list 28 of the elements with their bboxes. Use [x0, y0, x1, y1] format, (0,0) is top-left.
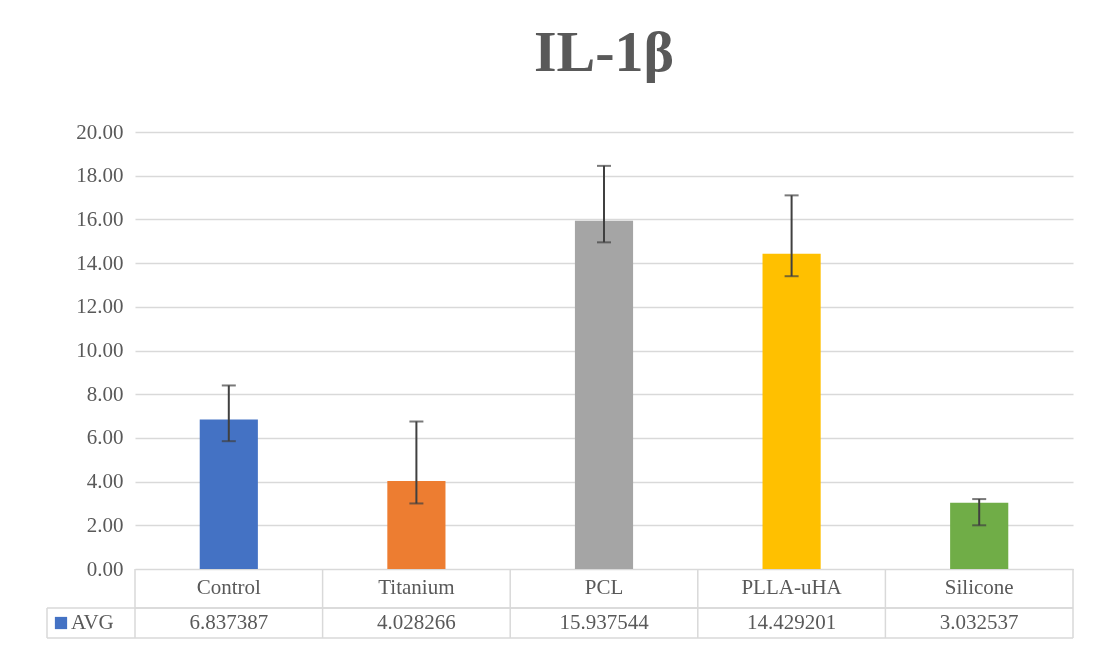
- y-tick-label: 18.00: [76, 163, 124, 188]
- x-tick-label: PCL: [584, 574, 624, 599]
- bar: [387, 480, 446, 569]
- bar: [199, 419, 258, 569]
- y-tick-label: 2.00: [86, 512, 124, 537]
- x-tick-label: PLLA-uHA: [741, 574, 843, 599]
- data-label: 14.429201: [746, 610, 837, 634]
- y-tick-label: 4.00: [86, 469, 124, 494]
- y-tick-label: 10.00: [76, 338, 124, 362]
- legend-label: AVG: [71, 610, 114, 634]
- y-tick-label: 12.00: [76, 294, 124, 319]
- data-label: 6.837387: [189, 610, 269, 634]
- bar: [762, 253, 821, 569]
- bar: [574, 220, 634, 569]
- chart-title: IL-1β: [533, 19, 675, 84]
- y-tick-label: 8.00: [86, 381, 124, 406]
- y-tick-label: 16.00: [76, 206, 124, 231]
- bar: [950, 502, 1009, 569]
- y-tick-label: 0.00: [86, 556, 124, 581]
- data-label: 4.028266: [377, 610, 456, 634]
- x-tick-label: Silicone: [944, 574, 1014, 599]
- data-label: 3.032537: [939, 610, 1019, 634]
- x-tick-label: Control: [196, 574, 262, 599]
- data-label: 15.937544: [559, 610, 650, 634]
- x-tick-label: Titanium: [378, 574, 455, 599]
- y-tick-label: 6.00: [86, 425, 124, 450]
- y-tick-label: 14.00: [76, 250, 124, 275]
- y-tick-label: 20.00: [76, 119, 124, 144]
